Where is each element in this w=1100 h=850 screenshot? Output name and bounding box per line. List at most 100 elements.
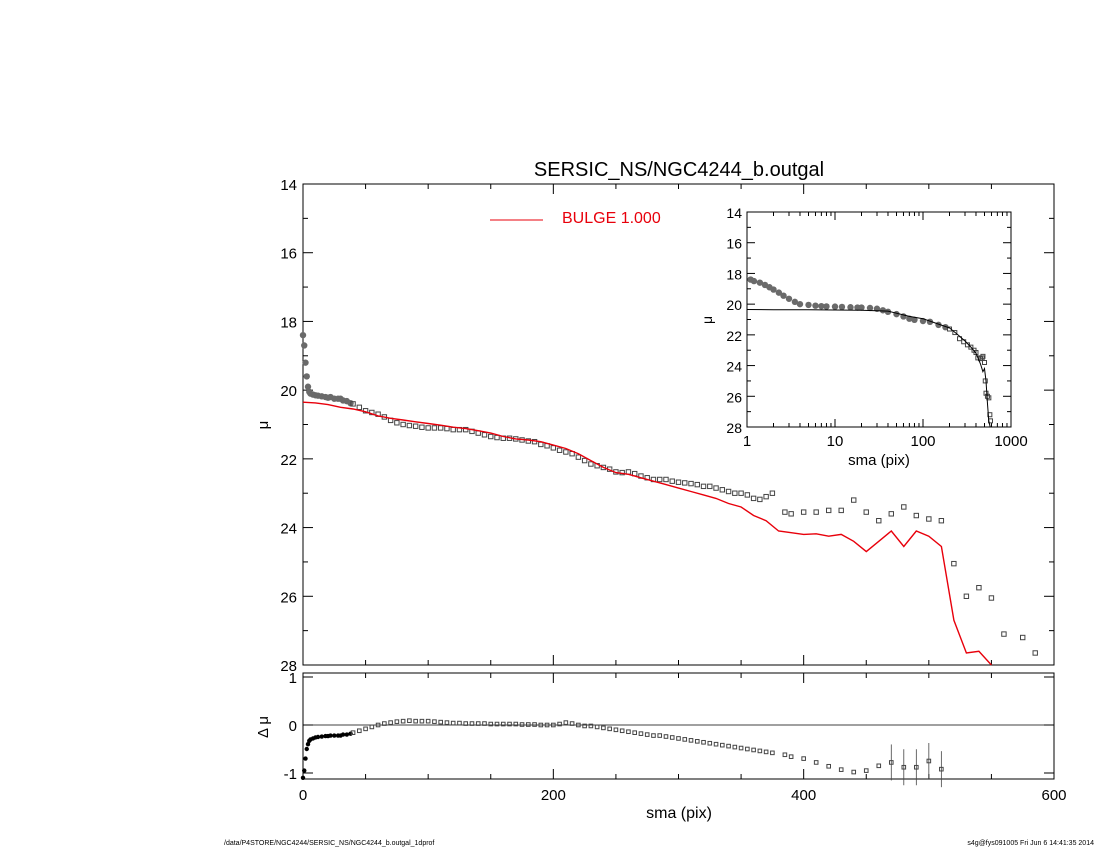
residual-data-point [632,730,637,735]
residual-data-point [357,728,362,734]
main-data-point [738,490,744,496]
main-data-point [350,401,356,407]
inset-data-point [791,298,799,306]
residual-data-point [400,718,406,724]
residual-data-point [682,737,688,742]
residual-data-point [651,733,656,738]
main-data-point [719,487,726,493]
residual-data-point [513,721,519,727]
residual-data-point [444,720,450,725]
main-data-point [419,424,425,430]
inset-y-tick-label: 22 [726,328,742,344]
residual-data-point [757,748,763,754]
residual-data-point [663,734,669,739]
residual-y-tick-label: 1 [289,670,297,687]
residual-data-point [457,720,462,726]
residual-data-point [576,722,581,728]
main-data-point [304,383,312,390]
residual-data-point [328,733,333,738]
inset-data-point [879,307,887,314]
residual-panel: 10-10 200 400 600 Δ μ sma (pix) [255,670,1067,822]
residual-data-point [350,730,356,735]
main-data-point [826,507,832,514]
legend-label: BULGE 1.000 [562,210,661,227]
inset-y-tick-label: 16 [726,236,742,252]
main-data-point [988,595,995,601]
main-panel: SERSIC_NS/NGC4244_b.outgal 14 16 18 20 22 24 2… [255,159,1055,675]
inset-data-point [968,344,974,350]
residual-y-tick-label: -1 [284,766,297,783]
residual-data-point [304,746,309,752]
main-y-axis-label: μ [255,421,272,430]
residual-data-point [302,768,307,773]
residual-data-point [801,756,806,761]
main-data-points [299,331,1038,656]
main-data-point [688,480,694,487]
residual-data-points [300,718,944,788]
residual-x-tick-label: 200 [541,787,566,804]
inset-data-point [858,304,865,311]
main-data-point [951,560,957,567]
main-y-tick-label: 18 [280,314,297,331]
main-data-point [744,492,751,498]
residual-data-point [582,723,587,729]
inset-axis-ticks: 14 16 18 20 22 24 26 281 10 100 1000 [726,205,1027,450]
residual-data-point [694,739,700,744]
residual-x-tick-label: 400 [791,787,816,804]
inset-model-line [746,309,991,428]
main-model-line [302,401,992,666]
main-y-tick-label: 28 [280,658,297,675]
main-data-point [481,432,488,438]
main-data-point [299,331,307,339]
residual-data-point [726,743,731,749]
main-data-point [963,593,970,599]
inset-y-tick-label: 24 [726,359,742,375]
inset-data-point [818,302,825,310]
main-data-point [694,481,700,488]
residual-data-point [713,741,719,747]
residual-data-point [707,740,713,746]
main-data-point [713,485,719,491]
main-data-point [1020,634,1026,641]
main-data-point [888,511,894,517]
residual-axis-ticks: 10-10 200 400 600 [284,670,1067,804]
residual-data-point [382,721,387,726]
inset-data-points [747,276,994,424]
main-data-point [412,423,419,429]
inset-y-axis-label: μ [699,316,715,324]
main-data-point [863,509,869,515]
main-data-point [763,493,769,500]
residual-data-point [669,735,675,740]
residual-data-point [613,727,619,733]
residual-data-point [419,718,425,724]
inset-data-point [884,308,892,316]
residual-y-axis-label: Δ μ [255,716,272,738]
residual-data-point [369,724,375,730]
main-data-point [600,464,607,471]
inset-data-point [805,301,812,309]
inset-data-point [770,286,777,293]
residual-data-point [319,734,324,739]
residual-data-point [303,756,308,761]
main-data-point [851,497,857,503]
residual-data-point [782,752,788,758]
residual-data-point [544,722,550,728]
main-data-point [425,425,431,431]
main-data-point [750,495,757,502]
residual-data-point [463,721,469,726]
main-data-point [400,421,406,428]
residual-data-point [914,764,919,770]
inset-plot-frame [746,211,1012,428]
main-data-point [938,518,945,524]
residual-data-point [926,758,932,764]
main-data-point [700,483,707,490]
residual-x-axis-label: sma (pix) [646,805,712,822]
main-data-point [682,480,688,486]
inset-data-point [847,304,854,311]
residual-data-point [863,768,869,773]
main-y-tick-label: 26 [280,589,297,606]
main-data-point [1032,650,1038,656]
main-data-point [707,483,713,490]
main-data-point [926,516,932,522]
